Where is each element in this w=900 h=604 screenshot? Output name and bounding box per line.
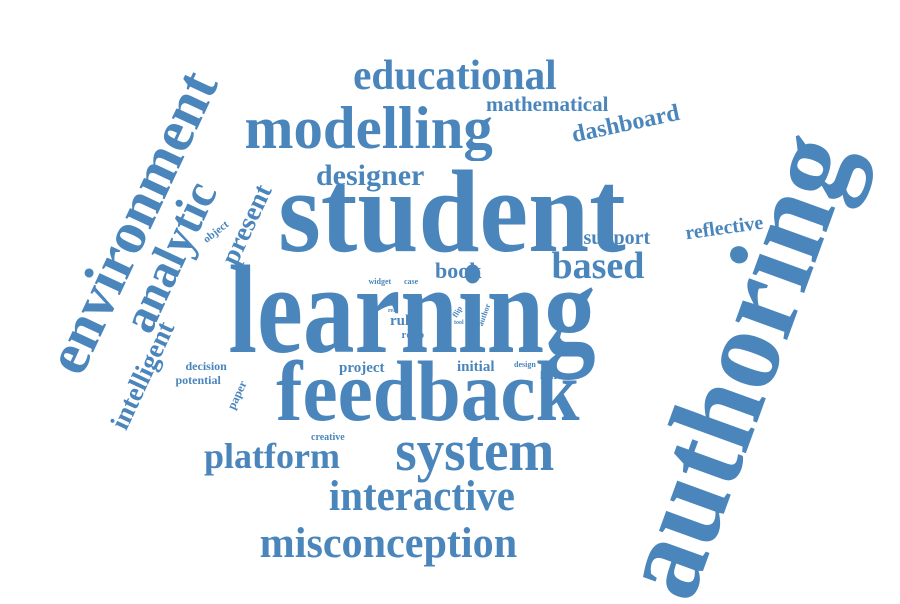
word-paper: paper xyxy=(224,378,250,412)
word-book: book xyxy=(435,258,482,283)
word-widget: widget xyxy=(368,277,392,286)
word-system: system xyxy=(395,418,555,483)
word-learning: learning xyxy=(228,241,596,380)
word-intelligent: intelligent xyxy=(104,316,181,434)
word-designer: designer xyxy=(316,159,425,192)
word-tool: tool xyxy=(454,320,464,326)
word-educational: educational xyxy=(353,53,557,99)
word-based: based xyxy=(551,245,645,287)
word-student: student xyxy=(278,146,626,277)
word-project: project xyxy=(339,359,385,376)
word-potential: potential xyxy=(175,373,221,387)
word-design: design xyxy=(514,360,536,369)
word-initial: initial xyxy=(457,358,495,375)
word-case: case xyxy=(404,277,419,286)
word-real: real xyxy=(388,308,398,314)
word-rdap: rdap xyxy=(401,328,425,341)
word-creative: creative xyxy=(311,432,345,443)
word-misconception: misconception xyxy=(259,519,517,567)
word-rule: rule xyxy=(390,312,416,329)
word-modelling: modelling xyxy=(244,95,493,161)
word-learner: learner xyxy=(540,369,575,382)
word-platform: platform xyxy=(204,436,340,476)
word-decision: decision xyxy=(185,359,227,373)
word-feedback: feedback xyxy=(276,343,580,439)
word-interactive: interactive xyxy=(328,472,515,520)
word-support: support xyxy=(583,227,651,249)
word-authoring: authoring xyxy=(589,115,880,604)
word-mathematical: mathematical xyxy=(486,91,609,116)
